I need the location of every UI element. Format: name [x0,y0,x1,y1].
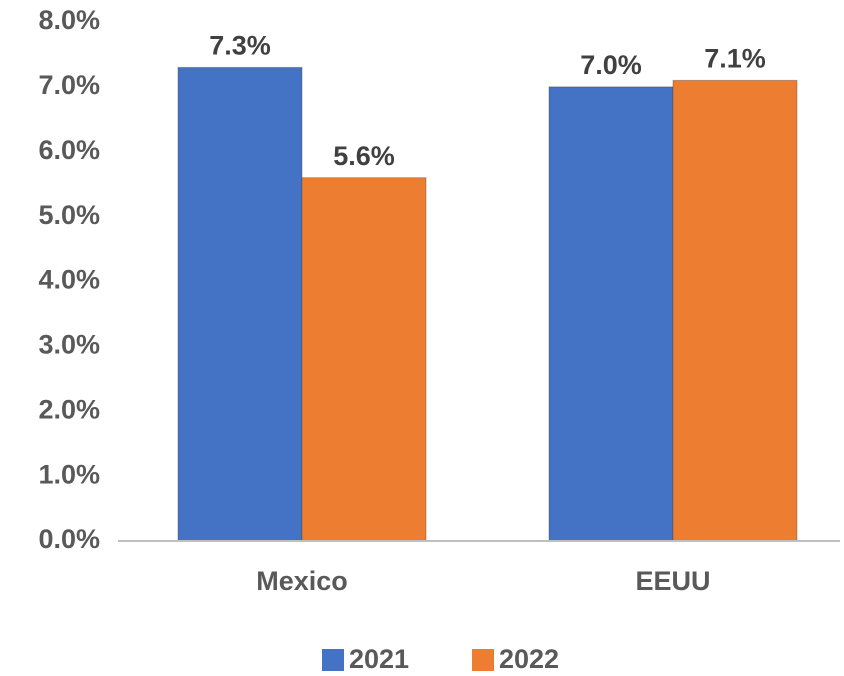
data-label: 5.6% [333,141,395,171]
y-tick-label: 4.0% [38,265,100,295]
x-tick-label: EEUU [635,566,710,596]
legend-label: 2021 [349,644,409,674]
data-label: 7.0% [580,50,642,80]
x-tick-label: Mexico [256,566,348,596]
y-tick-label: 2.0% [38,394,100,424]
legend-label: 2022 [499,644,559,674]
bar [672,79,798,542]
legend-swatch [472,649,494,671]
y-tick-label: 1.0% [38,459,100,489]
bar [301,177,427,542]
y-tick-label: 7.0% [38,70,100,100]
y-tick-label: 8.0% [38,5,100,35]
legend-swatch [322,649,344,671]
y-tick-label: 3.0% [38,330,100,360]
data-label: 7.1% [704,44,766,74]
data-label: 7.3% [209,31,271,61]
bar [548,86,674,542]
y-tick-label: 0.0% [38,524,100,554]
bar [177,66,303,542]
y-tick-label: 6.0% [38,135,100,165]
y-tick-label: 5.0% [38,200,100,230]
